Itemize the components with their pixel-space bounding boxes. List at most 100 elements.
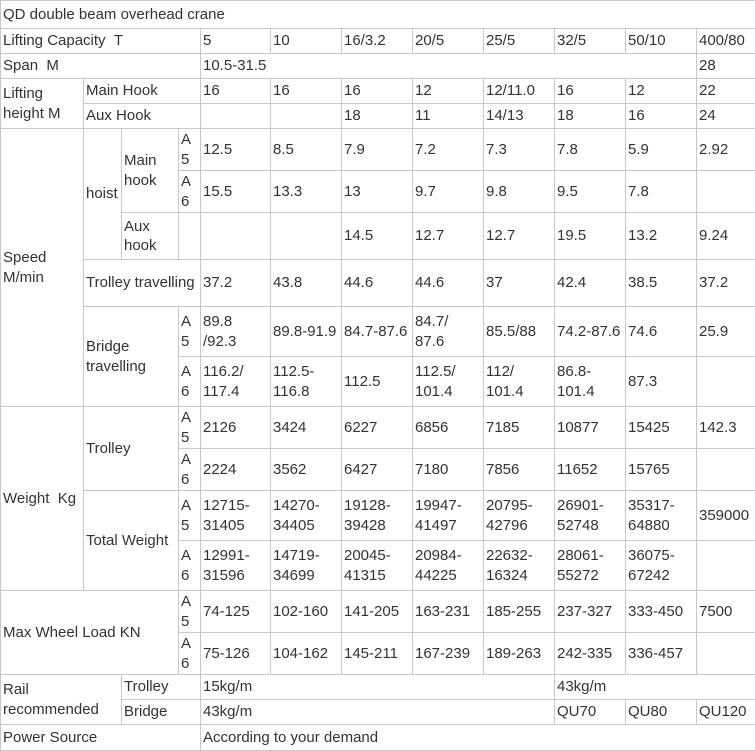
aux-hook-height bbox=[271, 104, 342, 129]
rail-trolley-label: Trolley bbox=[122, 675, 201, 700]
weight-trolley-a5-value: 3424 bbox=[271, 407, 342, 449]
hoist-main-a5-row: Speed M/min hoist Main hook A5 12.5 8.5 … bbox=[1, 129, 755, 171]
capacity-value: 16/3.2 bbox=[342, 29, 413, 54]
span-row: Span M 10.5-31.5 28 bbox=[1, 54, 755, 79]
weight-trolley-a5-value: 10877 bbox=[555, 407, 626, 449]
weight-trolley-label: Trolley bbox=[84, 407, 179, 491]
aux-hook-height: 14/13 bbox=[484, 104, 555, 129]
class-a6-label: A6 bbox=[179, 449, 201, 491]
class-a6-label: A6 bbox=[179, 171, 201, 213]
total-weight-a6-value: 14719- 34699 bbox=[271, 541, 342, 591]
trolley-travelling-row: Trolley travelling 37.2 43.8 44.6 44.6 3… bbox=[1, 260, 755, 307]
main-hook-height: 12 bbox=[413, 79, 484, 104]
bridge-a6-value: 116.2/ 117.4 bbox=[201, 357, 271, 407]
total-weight-a6-value bbox=[697, 541, 755, 591]
bridge-a5-value: 74.2-87.6 bbox=[555, 307, 626, 357]
max-wheel-a6-value: 189-263 bbox=[484, 633, 555, 675]
main-hook-height-row: Lifting height M Main Hook 16 16 16 12 1… bbox=[1, 79, 755, 104]
aux-hook-height-row: Aux Hook 18 11 14/13 18 16 24 bbox=[1, 104, 755, 129]
max-wheel-a6-value: 242-335 bbox=[555, 633, 626, 675]
bridge-travelling-label: Bridge travelling bbox=[84, 307, 179, 407]
speed-label: Speed M/min bbox=[1, 129, 84, 407]
trolley-travelling-value: 44.6 bbox=[342, 260, 413, 307]
max-wheel-a6-value: 75-126 bbox=[201, 633, 271, 675]
total-weight-a6-value: 28061- 55272 bbox=[555, 541, 626, 591]
total-weight-a6-value: 36075- 67242 bbox=[626, 541, 697, 591]
weight-trolley-a5-value: 142.3 bbox=[697, 407, 755, 449]
main-hook-height: 12/11.0 bbox=[484, 79, 555, 104]
weight-trolley-a5-value: 7185 bbox=[484, 407, 555, 449]
aux-hook-height bbox=[201, 104, 271, 129]
rail-trolley-left-value: 15kg/m bbox=[201, 675, 555, 700]
class-a5-label: A5 bbox=[179, 407, 201, 449]
total-weight-a5-value: 12715- 31405 bbox=[201, 491, 271, 541]
bridge-a5-value: 25.9 bbox=[697, 307, 755, 357]
hoist-aux-value: 19.5 bbox=[555, 213, 626, 260]
span-label: Span M bbox=[1, 54, 201, 79]
bridge-a5-value: 84.7-87.6 bbox=[342, 307, 413, 357]
total-weight-a5-value: 19128- 39428 bbox=[342, 491, 413, 541]
weight-trolley-a5-value: 2126 bbox=[201, 407, 271, 449]
hoist-main-a5-value: 8.5 bbox=[271, 129, 342, 171]
trolley-travelling-value: 42.4 bbox=[555, 260, 626, 307]
hoist-main-a5-value: 5.9 bbox=[626, 129, 697, 171]
hoist-aux-value: 9.24 bbox=[697, 213, 755, 260]
hoist-aux-value: 14.5 bbox=[342, 213, 413, 260]
bridge-a6-value: 87.3 bbox=[626, 357, 697, 407]
hoist-main-a6-value bbox=[697, 171, 755, 213]
hoist-aux-value: 13.2 bbox=[626, 213, 697, 260]
main-hook-height: 22 bbox=[697, 79, 755, 104]
capacity-value: 50/10 bbox=[626, 29, 697, 54]
capacity-row: Lifting Capacity T 5 10 16/3.2 20/5 25/5… bbox=[1, 29, 755, 54]
max-wheel-a6-value bbox=[697, 633, 755, 675]
total-weight-a6-value: 20045- 41315 bbox=[342, 541, 413, 591]
bridge-a6-value: 112.5- 116.8 bbox=[271, 357, 342, 407]
bridge-a5-value: 84.7/ 87.6 bbox=[413, 307, 484, 357]
max-wheel-a5-value: 163-231 bbox=[413, 591, 484, 633]
hoist-main-a5-value: 12.5 bbox=[201, 129, 271, 171]
trolley-travelling-value: 37.2 bbox=[697, 260, 755, 307]
max-wheel-a5-row: Max Wheel Load KN A5 74-125 102-160 141-… bbox=[1, 591, 755, 633]
rail-bridge-qu80: QU80 bbox=[626, 700, 697, 725]
main-hook-height: 16 bbox=[271, 79, 342, 104]
hoist-main-hook-label: Main hook bbox=[122, 129, 179, 213]
hoist-main-a6-value: 13.3 bbox=[271, 171, 342, 213]
weight-trolley-a6-value: 7180 bbox=[413, 449, 484, 491]
capacity-value: 5 bbox=[201, 29, 271, 54]
hoist-main-a5-value: 7.9 bbox=[342, 129, 413, 171]
total-weight-a5-value: 359000 bbox=[697, 491, 755, 541]
power-source-row: Power Source According to your demand bbox=[1, 725, 755, 751]
class-a5-label: A5 bbox=[179, 307, 201, 357]
max-wheel-a6-value: 104-162 bbox=[271, 633, 342, 675]
total-weight-a5-value: 26901- 52748 bbox=[555, 491, 626, 541]
bridge-a6-value: 86.8- 101.4 bbox=[555, 357, 626, 407]
bridge-a6-value: 112/ 101.4 bbox=[484, 357, 555, 407]
total-weight-a5-value: 19947- 41497 bbox=[413, 491, 484, 541]
weight-trolley-a5-value: 15425 bbox=[626, 407, 697, 449]
hoist-main-a5-value: 2.92 bbox=[697, 129, 755, 171]
max-wheel-a5-value: 185-255 bbox=[484, 591, 555, 633]
total-weight-a6-value: 22632- 16324 bbox=[484, 541, 555, 591]
trolley-travelling-value: 43.8 bbox=[271, 260, 342, 307]
hoist-aux-value: 12.7 bbox=[413, 213, 484, 260]
main-hook-label: Main Hook bbox=[84, 79, 201, 104]
hoist-main-a6-value: 15.5 bbox=[201, 171, 271, 213]
bridge-a6-value bbox=[697, 357, 755, 407]
bridge-travelling-a5-row: Bridge travelling A5 89.8 /92.3 89.8-91.… bbox=[1, 307, 755, 357]
hoist-main-a6-value: 9.8 bbox=[484, 171, 555, 213]
trolley-travelling-value: 37.2 bbox=[201, 260, 271, 307]
weight-label: Weight Kg bbox=[1, 407, 84, 591]
max-wheel-a6-value: 145-211 bbox=[342, 633, 413, 675]
hoist-main-a5-value: 7.3 bbox=[484, 129, 555, 171]
bridge-a5-value: 74.6 bbox=[626, 307, 697, 357]
main-hook-height: 16 bbox=[201, 79, 271, 104]
max-wheel-a5-value: 102-160 bbox=[271, 591, 342, 633]
class-a6-label: A6 bbox=[179, 541, 201, 591]
bridge-a5-value: 89.8-91.9 bbox=[271, 307, 342, 357]
total-weight-a6-value: 12991- 31596 bbox=[201, 541, 271, 591]
power-source-label: Power Source bbox=[1, 725, 201, 751]
capacity-value: 10 bbox=[271, 29, 342, 54]
weight-trolley-a5-value: 6856 bbox=[413, 407, 484, 449]
rail-bridge-qu120: QU120 bbox=[697, 700, 755, 725]
